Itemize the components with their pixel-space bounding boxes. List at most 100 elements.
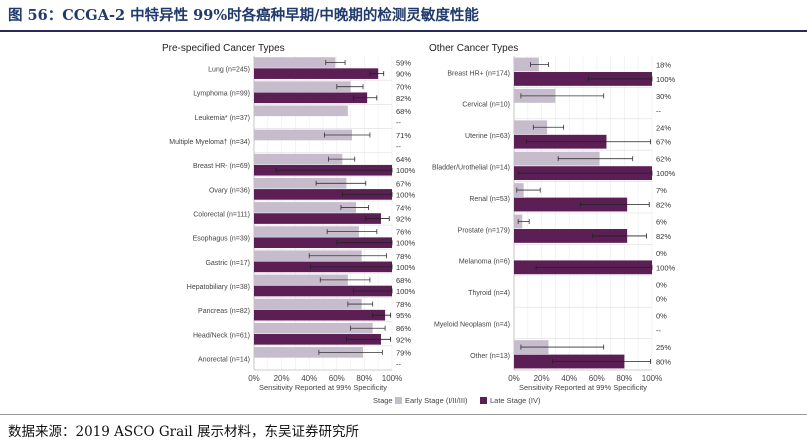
other-x-tick-label: 60%	[589, 374, 605, 383]
figure-source: 数据来源：2019 ASCO Grail 展示材料，东吴证券研究所	[8, 424, 360, 440]
pre-early-value-label: 71%	[396, 131, 411, 140]
pre-late-value-label: 100%	[396, 190, 416, 199]
other-early-value-label: 0%	[656, 249, 667, 258]
other-late-value-label: 67%	[656, 138, 671, 147]
other-panel-title: Other Cancer Types	[429, 43, 518, 54]
pre-early-value-label: 74%	[396, 203, 411, 212]
other-category-label: Myeloid Neoplasm (n=4)	[434, 322, 510, 329]
other-early-bar	[514, 151, 600, 166]
other-category-label: Melanoma (n=6)	[459, 259, 510, 266]
pre-x-tick-label: 100%	[382, 374, 402, 383]
other-early-value-label: 25%	[656, 343, 671, 352]
other-late-bar	[514, 197, 628, 212]
legend-early-swatch	[395, 397, 402, 404]
pre-category-label: Lymphoma (n=99)	[193, 91, 250, 98]
pre-late-value-label: 100%	[396, 287, 416, 296]
pre-category-label: Colorectal (n=111)	[193, 211, 250, 218]
pre-late-value-label: 92%	[396, 215, 411, 224]
pre-late-bar	[254, 213, 381, 224]
pre-category-label: Lung (n=245)	[208, 67, 250, 74]
pre-late-bar	[254, 189, 392, 200]
pre-early-bar	[254, 153, 343, 165]
pre-early-value-label: 67%	[396, 179, 411, 188]
pre-late-value-label: 100%	[396, 166, 416, 175]
pre-late-bar	[254, 237, 392, 249]
pre-early-bar	[254, 177, 347, 189]
pre-category-label: Pancreas (n=82)	[198, 308, 250, 315]
pre-early-bar	[254, 322, 373, 334]
pre-late-value-label: 92%	[396, 335, 411, 344]
other-late-value-label: --	[656, 326, 661, 335]
other-early-value-label: 7%	[656, 186, 667, 195]
pre-late-value-label: 95%	[396, 311, 411, 320]
other-category-label: Prostate (n=179)	[458, 227, 510, 234]
legend-title: Stage	[373, 396, 393, 405]
pre-x-tick-label: 20%	[274, 374, 290, 383]
pre-x-tick-label: 80%	[356, 374, 372, 383]
pre-early-bar	[254, 81, 351, 92]
pre-category-label: Esophagus (n=39)	[193, 236, 250, 243]
pre-late-bar	[254, 285, 392, 297]
pre-early-bar	[254, 274, 348, 286]
pre-category-label: Anorectal (n=14)	[198, 356, 250, 363]
pre-late-value-label: --	[396, 118, 401, 127]
pre-category-label: Breast HR- (n=69)	[193, 163, 250, 170]
pre-category-label: Ovary (n=36)	[209, 187, 250, 194]
pre-category-label: Multiple Myeloma† (n=34)	[169, 139, 250, 146]
pre-late-bar	[254, 92, 368, 104]
pre-panel-title: Pre-specified Cancer Types	[162, 43, 285, 54]
other-late-value-label: 100%	[656, 263, 676, 272]
pre-late-bar	[254, 68, 379, 79]
other-early-value-label: 62%	[656, 155, 671, 164]
other-early-bar	[514, 57, 539, 72]
title-divider	[0, 30, 807, 32]
pre-early-value-label: 68%	[396, 107, 411, 116]
other-x-tick-label: 20%	[534, 374, 550, 383]
other-early-value-label: 18%	[656, 60, 671, 69]
other-late-value-label: 100%	[656, 75, 676, 84]
pre-early-bar	[254, 105, 348, 117]
other-category-label: Breast HR+ (n=174)	[447, 70, 510, 77]
pre-category-label: Gastric (n=17)	[205, 260, 250, 267]
other-category-label: Renal (n=53)	[469, 196, 510, 203]
pre-late-value-label: 100%	[396, 239, 416, 248]
other-category-label: Bladder/Urothelial (n=14)	[432, 165, 510, 172]
legend-late-label: Late Stage (IV)	[490, 396, 541, 405]
other-early-value-label: 6%	[656, 217, 667, 226]
pre-late-value-label: --	[396, 142, 401, 151]
legend-late-swatch	[480, 397, 487, 404]
other-late-bar	[514, 72, 652, 86]
pre-early-value-label: 78%	[396, 252, 411, 261]
pre-early-value-label: 78%	[396, 300, 411, 309]
pre-x-tick-label: 60%	[329, 374, 345, 383]
pre-late-bar	[254, 309, 386, 321]
other-x-tick-label: 80%	[616, 374, 632, 383]
other-late-value-label: 82%	[656, 232, 671, 241]
pre-category-label: Leukemia* (n=37)	[195, 115, 250, 122]
pre-early-bar	[254, 57, 336, 68]
pre-early-value-label: 64%	[396, 155, 411, 164]
other-early-value-label: 0%	[656, 280, 667, 289]
other-x-tick-label: 100%	[642, 374, 662, 383]
other-late-value-label: --	[656, 106, 661, 115]
pre-late-value-label: --	[396, 359, 401, 368]
other-late-value-label: 80%	[656, 358, 671, 367]
pre-early-bar	[254, 129, 352, 141]
pre-late-value-label: 90%	[396, 70, 411, 79]
other-early-value-label: 24%	[656, 123, 671, 132]
pre-early-value-label: 70%	[396, 83, 411, 92]
other-late-value-label: 0%	[656, 295, 667, 304]
pre-x-tick-label: 0%	[248, 374, 260, 383]
figure-title: 图 56：CCGA-2 中特异性 99%时各癌种早期/中晚期的检测灵敏度性能	[8, 7, 479, 24]
pre-early-bar	[254, 347, 364, 358]
other-x-tick-label: 40%	[561, 374, 577, 383]
legend-early-label: Early Stage (I/II/III)	[405, 396, 468, 405]
pre-category-label: Head/Neck (n=61)	[193, 332, 250, 339]
pre-late-value-label: 82%	[396, 94, 411, 103]
pre-early-bar	[254, 250, 362, 262]
pre-early-bar	[254, 298, 362, 310]
pre-late-value-label: 100%	[396, 263, 416, 272]
pre-x-axis-label: Sensitivity Reported at 99% Specificity	[259, 383, 387, 392]
other-category-label: Other (n=13)	[470, 353, 510, 360]
